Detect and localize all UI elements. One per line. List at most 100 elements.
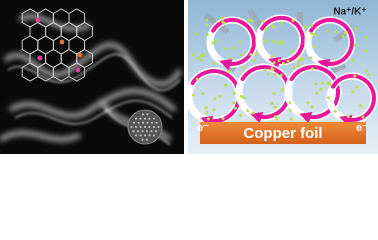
ion-dot — [291, 19, 295, 22]
heteroatom — [37, 55, 43, 61]
ion-dot — [213, 97, 217, 101]
inset-dot — [141, 121, 145, 124]
ion-dot — [229, 56, 233, 60]
ion-dot — [191, 53, 195, 57]
ion-dot — [313, 33, 317, 37]
ion-dot — [310, 32, 314, 36]
ion-dot — [297, 64, 301, 68]
ion-dot — [281, 61, 285, 65]
ion-dot — [306, 101, 310, 105]
ion-dot — [224, 83, 227, 87]
ion-dot — [273, 105, 277, 109]
copper-foil — [200, 122, 366, 144]
inset-dot — [139, 117, 142, 120]
ion-dot — [271, 40, 275, 44]
ion-dot — [333, 109, 337, 113]
inset-dot — [154, 130, 158, 133]
ion-dot — [232, 46, 236, 50]
ion-dot — [292, 66, 296, 70]
ion-dot — [353, 43, 357, 47]
figure: Copper foil e⁻ e⁻ Na⁺/K⁺ — [0, 0, 378, 154]
ion-dot — [341, 34, 345, 38]
inset-dot — [145, 138, 149, 141]
ion-dot — [238, 40, 242, 44]
ion-dot — [195, 77, 199, 81]
ion-dot — [273, 72, 277, 76]
ion-dot — [286, 59, 290, 63]
ion-dot — [351, 58, 355, 62]
inset-dot — [152, 125, 156, 129]
ion-dot — [264, 39, 268, 43]
ion-dot — [272, 91, 276, 95]
right-panel: Copper foil e⁻ e⁻ Na⁺/K⁺ — [185, 0, 378, 154]
shell-arc — [331, 73, 376, 127]
ion-dot — [304, 25, 308, 29]
ion-dot — [334, 30, 338, 34]
ion-dot — [252, 111, 255, 115]
inset-dot — [134, 117, 138, 120]
inset-dot — [134, 125, 138, 129]
electron-label: e⁻ — [197, 122, 209, 134]
ion-dot — [199, 58, 203, 62]
ion-dot — [310, 105, 314, 109]
ion-dot — [205, 18, 209, 22]
ion-dot — [278, 42, 282, 46]
ion-dot — [314, 82, 318, 86]
ion-dot — [270, 67, 274, 71]
heteroatom — [77, 52, 83, 58]
ion-dot — [247, 18, 251, 22]
ion-dot — [263, 27, 267, 31]
ion-dot — [212, 108, 216, 112]
ion-dot — [276, 40, 280, 44]
inset-dot — [137, 121, 140, 124]
ion-dot — [367, 73, 371, 77]
ion-dot — [309, 56, 313, 60]
ion-dot — [194, 32, 198, 36]
inset-dot — [148, 134, 151, 137]
ions — [191, 16, 371, 121]
ion-dot — [272, 61, 276, 65]
inset-dot — [150, 130, 153, 133]
inset-dot — [146, 113, 149, 116]
inset-dot — [143, 125, 147, 129]
ion-dot — [327, 96, 331, 100]
ion-dot — [239, 94, 243, 98]
ion-dot — [280, 21, 284, 25]
ion-dot — [206, 117, 210, 121]
inset-dot — [146, 121, 149, 124]
ion-dot — [202, 52, 206, 56]
inset-dot — [141, 138, 144, 141]
ion-dot — [315, 91, 319, 95]
inset-dot — [141, 130, 144, 133]
shell-arc — [309, 17, 354, 71]
inset-dot — [152, 117, 156, 120]
carbon-shells — [185, 14, 378, 128]
ion-dot — [270, 102, 274, 105]
ion-dot — [321, 81, 324, 85]
ion-dot — [199, 54, 203, 58]
ion-dot — [212, 61, 216, 65]
inset-dot — [143, 117, 147, 120]
ion-dot — [249, 53, 253, 56]
ion-dot — [299, 56, 303, 60]
molecular-lattice — [21, 8, 93, 82]
inset-dot — [132, 130, 135, 133]
ion-dot — [344, 31, 347, 35]
inset-dot — [155, 121, 158, 124]
ion-dot — [204, 106, 208, 110]
heteroatom — [35, 17, 41, 23]
ion-dot — [364, 35, 368, 39]
ion-dot — [270, 24, 274, 28]
ion-dot — [289, 117, 293, 121]
ion-dot — [346, 115, 350, 119]
ion-dot — [220, 16, 224, 20]
ion-dot — [277, 58, 281, 62]
ion-dot — [288, 101, 292, 105]
ion-dot — [273, 115, 277, 119]
ion-dot — [254, 52, 258, 56]
electrode-label: Copper foil — [243, 125, 322, 142]
ion-dot — [205, 23, 209, 27]
ion-dot — [232, 92, 236, 95]
left-panel — [0, 0, 184, 154]
ion-dot — [224, 47, 228, 51]
